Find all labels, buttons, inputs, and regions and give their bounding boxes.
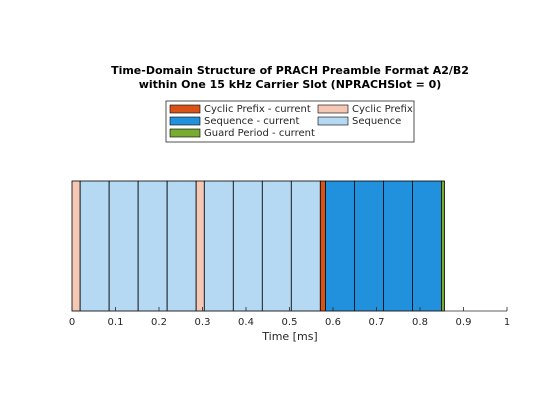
legend-swatch: [169, 104, 201, 114]
x-tick-label: 0.2: [151, 317, 167, 328]
chart-title: within One 15 kHz Carrier Slot (NPRACHSl…: [139, 78, 442, 91]
x-tick-label: 0.9: [456, 317, 472, 328]
x-tick-label: 0.8: [412, 317, 428, 328]
x-tick-label: 0.6: [325, 317, 341, 328]
chart-title: Time-Domain Structure of PRACH Preamble …: [111, 64, 469, 77]
segment: [383, 180, 413, 312]
segment: [137, 180, 168, 312]
x-tick-label: 1: [504, 317, 510, 328]
segment: [441, 180, 445, 312]
legend-label: Cyclic Prefix: [352, 104, 413, 115]
segment: [319, 180, 326, 312]
legend-label: Guard Period - current: [204, 128, 315, 139]
segment: [166, 180, 197, 312]
segment: [79, 180, 110, 312]
legend-box: [165, 100, 415, 143]
legend-label: Cyclic Prefix - current: [204, 104, 311, 115]
segment: [108, 180, 139, 312]
x-tick-label: 0.7: [369, 317, 385, 328]
segment: [325, 180, 355, 312]
legend-swatch: [169, 128, 201, 138]
segment: [195, 180, 205, 312]
legend-label: Sequence - current: [204, 116, 299, 127]
segment: [412, 180, 442, 312]
x-tick-label: 0: [69, 317, 75, 328]
segment: [261, 180, 292, 312]
legend-swatch: [317, 104, 349, 114]
x-tick-label: 0.5: [282, 317, 298, 328]
segment: [203, 180, 234, 312]
x-axis-label: Time [ms]: [261, 330, 317, 343]
legend-label: Sequence: [352, 116, 401, 127]
segment: [71, 180, 81, 312]
segment: [232, 180, 263, 312]
legend-swatch: [317, 116, 349, 126]
x-tick-label: 0.3: [195, 317, 211, 328]
segment: [290, 180, 321, 312]
segment: [354, 180, 384, 312]
x-tick-label: 0.1: [108, 317, 124, 328]
legend-swatch: [169, 116, 201, 126]
x-tick-label: 0.4: [238, 317, 254, 328]
